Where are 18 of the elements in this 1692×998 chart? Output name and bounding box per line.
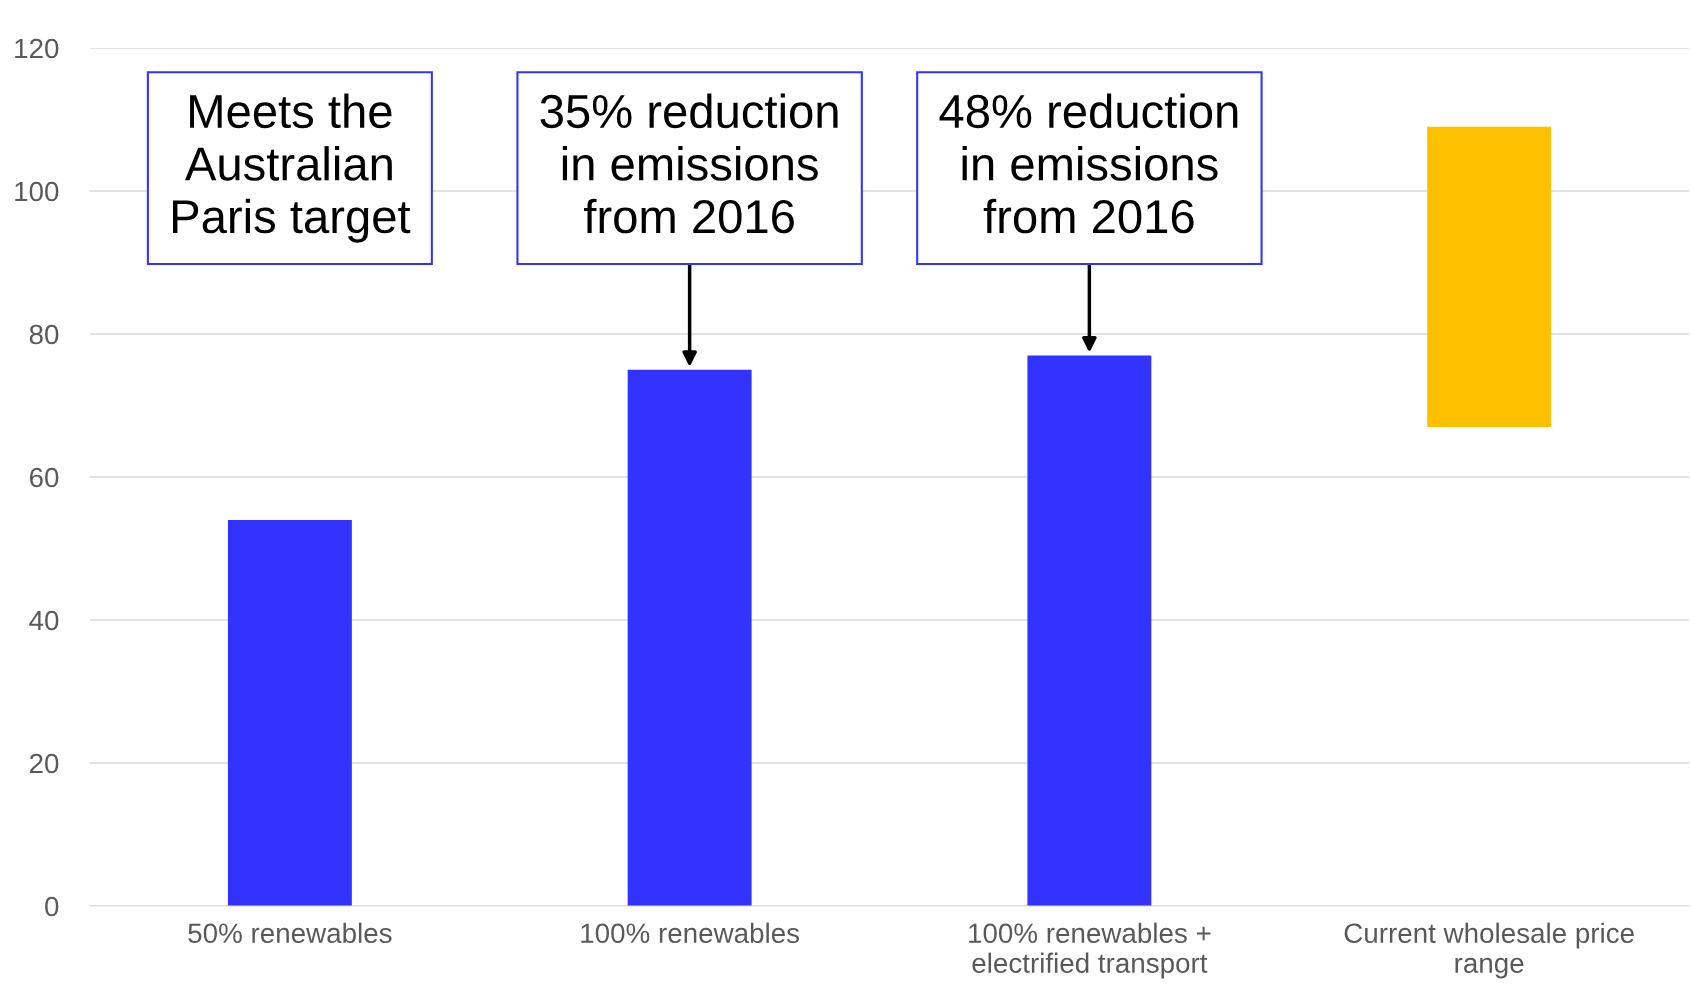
y-tick-label: 20: [29, 753, 59, 774]
y-tick-label: 80: [29, 324, 59, 345]
bar: [627, 369, 752, 906]
bar: [1427, 126, 1552, 427]
annotation: Meets the Australian Paris target: [173, 93, 411, 243]
x-tick-label: 100% renewables: [581, 922, 800, 944]
annotation: 35% reduction in emissions from 2016: [540, 93, 838, 234]
y-tick-label: 60: [29, 467, 59, 488]
y-tick-label: 0: [45, 896, 59, 917]
y-tick-label: 40: [29, 610, 59, 631]
bar: [227, 519, 352, 906]
x-tick-label: 50% renewables: [188, 922, 392, 944]
y-tick-label: 120: [15, 38, 59, 59]
x-tick-label: 100% renewables + electrified transport: [969, 922, 1211, 979]
x-tick-label: Current wholesale price range: [1344, 922, 1634, 979]
bar: [1027, 355, 1152, 906]
annotation: 48% reduction in emissions from 2016: [939, 93, 1238, 234]
y-tick-label: 100: [15, 181, 59, 202]
